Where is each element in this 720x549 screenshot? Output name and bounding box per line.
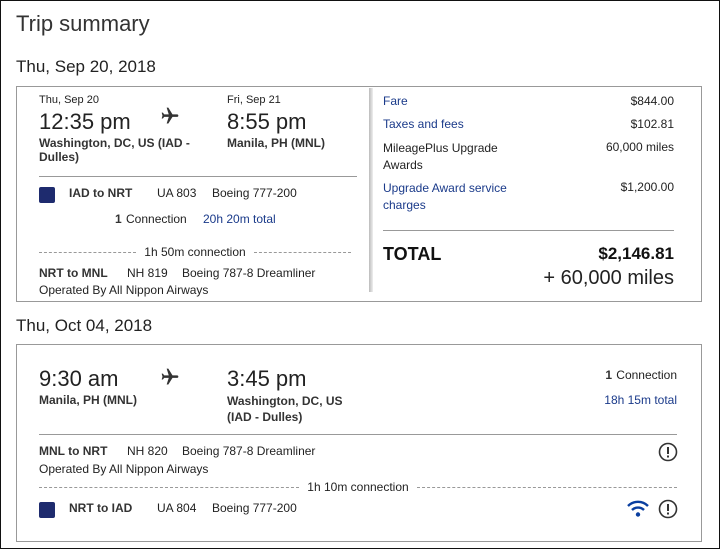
segment-route: IAD to NRT	[69, 186, 133, 200]
layover: 1h 10m connection	[39, 480, 677, 494]
price-label: MileagePlus Upgrade Awards	[383, 141, 498, 172]
price-value: 60,000 miles	[605, 140, 674, 154]
arrive-date: Fri, Sep 21	[227, 94, 281, 106]
connection-label: Connection	[126, 212, 187, 226]
segment-route: NRT to MNL	[39, 266, 108, 280]
arrive-time: 3:45 pm	[227, 366, 307, 391]
alert-icon[interactable]	[658, 499, 678, 519]
operated-by: Operated By All Nippon Airways	[39, 283, 209, 297]
price-value: $1,200.00	[620, 180, 674, 194]
separator	[39, 176, 357, 177]
segment-aircraft: Boeing 787-8 Dreamliner	[182, 266, 316, 280]
price-label[interactable]: Taxes and fees	[383, 117, 464, 131]
plane-icon	[161, 107, 179, 124]
depart-time: 9:30 am	[39, 366, 119, 391]
depart-time: 12:35 pm	[39, 109, 131, 134]
total-label: TOTAL	[383, 244, 442, 264]
segment-aircraft: Boeing 777-200	[212, 501, 297, 515]
divider	[369, 88, 373, 292]
airline-logo	[39, 187, 55, 203]
arrive-place: Manila, PH (MNL)	[227, 136, 325, 150]
segment-flight: NH 819	[127, 266, 168, 280]
operated-by: Operated By All Nippon Airways	[39, 462, 209, 476]
return-date: Thu, Oct 04, 2018	[16, 316, 153, 335]
price-value: $102.81	[630, 117, 674, 131]
depart-place: Washington, DC, US (IAD - Dulles)	[39, 136, 190, 164]
depart-date: Thu, Sep 20	[39, 94, 99, 106]
connection-count: 1	[115, 212, 122, 226]
segment-aircraft: Boeing 787-8 Dreamliner	[182, 444, 316, 458]
total-price: $2,146.81	[598, 244, 674, 263]
outbound-card	[16, 86, 702, 302]
segment-flight: UA 804	[157, 501, 197, 515]
layover-text: 1h 50m connection	[144, 245, 246, 259]
depart-place: Manila, PH (MNL)	[39, 393, 137, 407]
total-miles: + 60,000 miles	[543, 267, 674, 289]
layover-text: 1h 10m connection	[307, 480, 409, 494]
airline-logo	[39, 502, 55, 518]
plane-icon	[161, 368, 179, 385]
segment-route: NRT to IAD	[69, 501, 133, 515]
price-label[interactable]: Upgrade Award service charges	[383, 181, 507, 212]
page-title: Trip summary	[16, 11, 150, 36]
arrive-time: 8:55 pm	[227, 109, 307, 134]
alert-icon[interactable]	[658, 442, 678, 462]
return-card	[16, 344, 702, 542]
connection-count: 1	[605, 368, 612, 382]
outbound-date: Thu, Sep 20, 2018	[16, 57, 156, 76]
price-value: $844.00	[630, 94, 674, 108]
total-duration: 18h 15m total	[604, 393, 677, 407]
wifi-icon	[627, 500, 649, 517]
segment-aircraft: Boeing 777-200	[212, 186, 297, 200]
arrive-place: Washington, DC, US (IAD - Dulles)	[227, 394, 343, 424]
layover: 1h 50m connection	[39, 245, 351, 259]
separator	[39, 434, 677, 435]
price-label[interactable]: Fare	[383, 94, 408, 108]
segment-flight: UA 803	[157, 186, 197, 200]
segment-flight: NH 820	[127, 444, 168, 458]
segment-route: MNL to NRT	[39, 444, 108, 458]
total-duration: 20h 20m total	[203, 212, 276, 226]
separator	[383, 230, 674, 231]
connection-label: Connection	[616, 368, 677, 382]
